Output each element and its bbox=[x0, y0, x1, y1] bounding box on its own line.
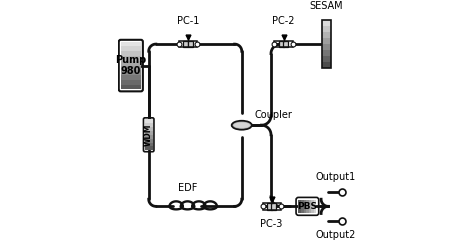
Bar bbox=[188, 41, 192, 48]
Bar bbox=[145, 135, 153, 139]
Bar bbox=[121, 56, 141, 61]
Bar bbox=[121, 46, 141, 51]
Bar bbox=[306, 200, 309, 213]
Bar bbox=[263, 203, 281, 210]
Bar bbox=[145, 131, 153, 135]
Bar bbox=[266, 203, 272, 210]
Bar bbox=[121, 51, 141, 56]
Bar bbox=[121, 66, 141, 70]
Bar bbox=[145, 127, 153, 131]
Ellipse shape bbox=[233, 122, 251, 129]
Bar bbox=[322, 62, 331, 68]
Bar bbox=[311, 200, 314, 213]
Text: WDM: WDM bbox=[144, 124, 153, 146]
Bar bbox=[279, 41, 283, 48]
Bar bbox=[145, 119, 153, 123]
Bar bbox=[322, 44, 331, 50]
Text: PC-1: PC-1 bbox=[177, 16, 199, 26]
Bar bbox=[145, 142, 153, 146]
Bar bbox=[303, 200, 306, 213]
Bar bbox=[271, 203, 276, 210]
Bar bbox=[121, 42, 141, 46]
Bar bbox=[283, 41, 288, 48]
Bar bbox=[274, 41, 292, 48]
Ellipse shape bbox=[232, 121, 252, 130]
Text: PBS: PBS bbox=[297, 202, 318, 211]
Bar bbox=[121, 80, 141, 85]
Bar bbox=[299, 200, 301, 213]
Text: SESAM: SESAM bbox=[310, 1, 343, 11]
Text: EDF: EDF bbox=[178, 183, 198, 193]
Ellipse shape bbox=[234, 122, 250, 128]
Bar bbox=[322, 50, 331, 56]
Text: PC-3: PC-3 bbox=[260, 220, 283, 230]
Bar bbox=[322, 56, 331, 62]
Bar bbox=[121, 75, 141, 80]
Bar bbox=[121, 85, 141, 89]
Bar bbox=[322, 20, 331, 26]
Bar bbox=[322, 26, 331, 32]
Ellipse shape bbox=[232, 121, 252, 130]
Bar bbox=[179, 41, 197, 48]
Bar bbox=[183, 41, 188, 48]
Text: Coupler: Coupler bbox=[254, 110, 292, 120]
Bar bbox=[145, 139, 153, 142]
Bar bbox=[314, 200, 316, 213]
Bar bbox=[309, 200, 311, 213]
Ellipse shape bbox=[232, 122, 251, 129]
Bar bbox=[121, 70, 141, 75]
Bar bbox=[322, 38, 331, 44]
Text: Output2: Output2 bbox=[316, 230, 356, 240]
Ellipse shape bbox=[233, 122, 250, 128]
Bar bbox=[145, 146, 153, 150]
Bar bbox=[322, 20, 331, 68]
Bar bbox=[121, 61, 141, 66]
Text: PC-2: PC-2 bbox=[272, 16, 295, 26]
Text: Pump
980: Pump 980 bbox=[115, 55, 146, 76]
Text: Output1: Output1 bbox=[316, 172, 356, 182]
Bar bbox=[145, 123, 153, 127]
Bar bbox=[301, 200, 303, 213]
Bar bbox=[322, 32, 331, 38]
